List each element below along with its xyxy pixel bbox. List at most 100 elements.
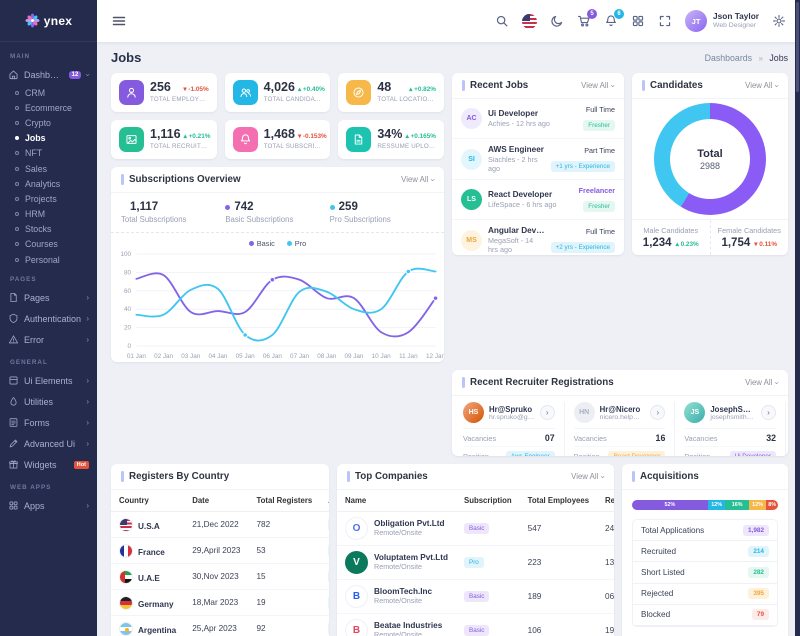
- view-button[interactable]: View: [328, 569, 329, 584]
- stat-value: 48: [377, 80, 392, 94]
- job-list-item[interactable]: MS Angular Developer MegaSoft - 14 hrs a…: [452, 220, 624, 255]
- sidebar-subitem-label: Courses: [25, 239, 58, 250]
- svg-text:03 Jan: 03 Jan: [181, 353, 201, 360]
- sidebar-item[interactable]: Ui Elements ›: [0, 370, 97, 391]
- view-all-button[interactable]: View All ›: [745, 81, 782, 90]
- svg-text:04 Jan: 04 Jan: [208, 353, 228, 360]
- sidebar-item[interactable]: Widgets Hot: [0, 454, 97, 475]
- bullet-icon: [15, 257, 19, 262]
- brand-name: ynex: [43, 13, 73, 28]
- subscriptions-overview-card: Subscriptions Overview View All › 1,117 T…: [111, 167, 444, 362]
- page-content: Jobs Dashboards » Jobs 256: [97, 42, 800, 636]
- avatar: MS: [461, 229, 482, 251]
- open-recruiter-button[interactable]: ›: [761, 405, 777, 420]
- job-list-item[interactable]: SI AWS Engineer Siachles - 2 hrs ago Par…: [452, 139, 624, 180]
- sidebar-item[interactable]: Error ›: [0, 329, 97, 350]
- sidebar-subitem-label: Jobs: [25, 133, 46, 144]
- view-button[interactable]: View: [328, 621, 329, 636]
- view-all-button[interactable]: View All ›: [745, 378, 782, 387]
- country-flag-icon: [119, 517, 133, 532]
- user-role: Web Designer: [713, 21, 756, 29]
- sidebar-subitem[interactable]: NFT: [0, 146, 97, 161]
- list-item: Blocked 79: [633, 605, 777, 626]
- user-menu[interactable]: JT Json Taylor Web Designer: [685, 10, 759, 32]
- sidebar-subitem[interactable]: Analytics: [0, 176, 97, 191]
- svg-text:05 Jan: 05 Jan: [236, 353, 256, 360]
- bullet-icon: [15, 105, 19, 110]
- bullet-icon: [15, 151, 19, 156]
- sidebar-item[interactable]: Authentication ›: [0, 308, 97, 329]
- subscription-stat-label: Basic Subscriptions: [225, 215, 294, 224]
- list-item: Total Applications 1,982: [633, 520, 777, 542]
- sidebar-subitem[interactable]: Sales: [0, 161, 97, 176]
- acquisition-label: Rejected: [641, 589, 674, 599]
- breadcrumb-parent[interactable]: Dashboards: [704, 52, 753, 63]
- sidebar-item[interactable]: Apps ›: [0, 495, 97, 516]
- sidebar-item-dashboards[interactable]: Dashboards 12 ›: [0, 64, 97, 85]
- subscriptions-line-chart: 0 20 40 60 80 100 01 Jan 02 Jan 03 Jan 04 Jan 05 J…: [121, 251, 444, 360]
- brand-logo[interactable]: ynex: [0, 0, 97, 42]
- svg-text:60: 60: [124, 288, 132, 295]
- svg-text:10 Jan: 10 Jan: [372, 353, 392, 360]
- sidebar-subitem[interactable]: Stocks: [0, 222, 97, 237]
- cart-icon[interactable]: 5: [577, 9, 598, 28]
- apps-grid-icon[interactable]: [631, 14, 645, 28]
- sidebar-item-icon: [8, 313, 19, 324]
- sidebar-subitem-label: HRM: [25, 209, 46, 220]
- open-recruiter-button[interactable]: ›: [539, 405, 555, 420]
- svg-text:12 Jan: 12 Jan: [426, 353, 444, 360]
- company-name: Beatae Industries: [374, 621, 443, 631]
- view-all-button[interactable]: View All ›: [581, 81, 618, 90]
- country-flag-icon: [119, 595, 133, 610]
- svg-text:07 Jan: 07 Jan: [290, 353, 310, 360]
- job-title: AWS Engineer: [488, 145, 544, 154]
- view-all-button[interactable]: View All ›: [401, 175, 438, 184]
- table-row: Argentina 25,Apr 2023 92 View: [111, 615, 329, 636]
- hot-badge: Hot: [73, 460, 89, 469]
- job-list-item[interactable]: AC Ui Developer Achies - 12 hrs ago Full…: [452, 99, 624, 139]
- sidebar-subitem[interactable]: Courses: [0, 237, 97, 252]
- sidebar-subitem[interactable]: HRM: [0, 207, 97, 222]
- vacancies-value: 16: [655, 433, 666, 443]
- stat-value: 1,116: [150, 127, 181, 141]
- job-title: Ui Developer: [488, 109, 539, 118]
- company-since: 24,Nov 2021: [597, 511, 614, 546]
- sidebar-subitem[interactable]: Personal: [0, 252, 97, 267]
- series-dot-icon: [225, 204, 231, 210]
- gear-icon[interactable]: [772, 14, 786, 28]
- sidebar-subitem[interactable]: CRM: [0, 85, 97, 100]
- sidebar-item[interactable]: Advanced Ui ›: [0, 433, 97, 454]
- view-button[interactable]: View: [328, 517, 329, 532]
- open-recruiter-button[interactable]: ›: [650, 405, 666, 420]
- employers-icon: [119, 80, 144, 105]
- sidebar-item[interactable]: Utilities ›: [0, 391, 97, 412]
- sidebar-subitem[interactable]: Projects: [0, 191, 97, 206]
- language-flag-icon[interactable]: [522, 13, 538, 29]
- sidebar-item[interactable]: Forms ›: [0, 412, 97, 433]
- recruiter-email: josephsmith@gm...: [710, 413, 756, 421]
- country-name: Argentina: [138, 625, 177, 635]
- notifications-bell-icon[interactable]: 6: [604, 9, 625, 28]
- progress-segment: 12%: [707, 500, 726, 510]
- sidebar-item-icon: [8, 334, 19, 345]
- theme-moon-icon[interactable]: [550, 14, 564, 28]
- candidates-donut-chart: Total 2988: [654, 103, 766, 215]
- subscription-stat-label: Pro Subscriptions: [329, 215, 391, 224]
- scrollbar[interactable]: [795, 0, 800, 636]
- view-button[interactable]: View: [328, 543, 329, 558]
- sidebar-item-icon: [8, 417, 19, 428]
- fullscreen-icon[interactable]: [658, 14, 672, 28]
- sidebar-item[interactable]: Pages ›: [0, 287, 97, 308]
- view-all-button[interactable]: View All ›: [571, 472, 608, 481]
- sidebar-subitem[interactable]: Crypto: [0, 115, 97, 130]
- sidebar-subitem[interactable]: Jobs: [0, 131, 97, 146]
- sidebar-subitem[interactable]: Ecommerce: [0, 100, 97, 115]
- sidebar-subitem-label: Stocks: [25, 224, 52, 235]
- acquisition-count-badge: 1,982: [743, 524, 769, 536]
- acquisition-label: Total Applications: [641, 525, 705, 535]
- menu-toggle-icon[interactable]: [111, 13, 127, 29]
- job-list-item[interactable]: LS React Developer LifeSpace - 6 hrs ago…: [452, 180, 624, 220]
- view-button[interactable]: View: [328, 595, 329, 610]
- search-icon[interactable]: [495, 14, 509, 28]
- candidates-card: Candidates View All › Total 2988 Male Can…: [632, 73, 788, 255]
